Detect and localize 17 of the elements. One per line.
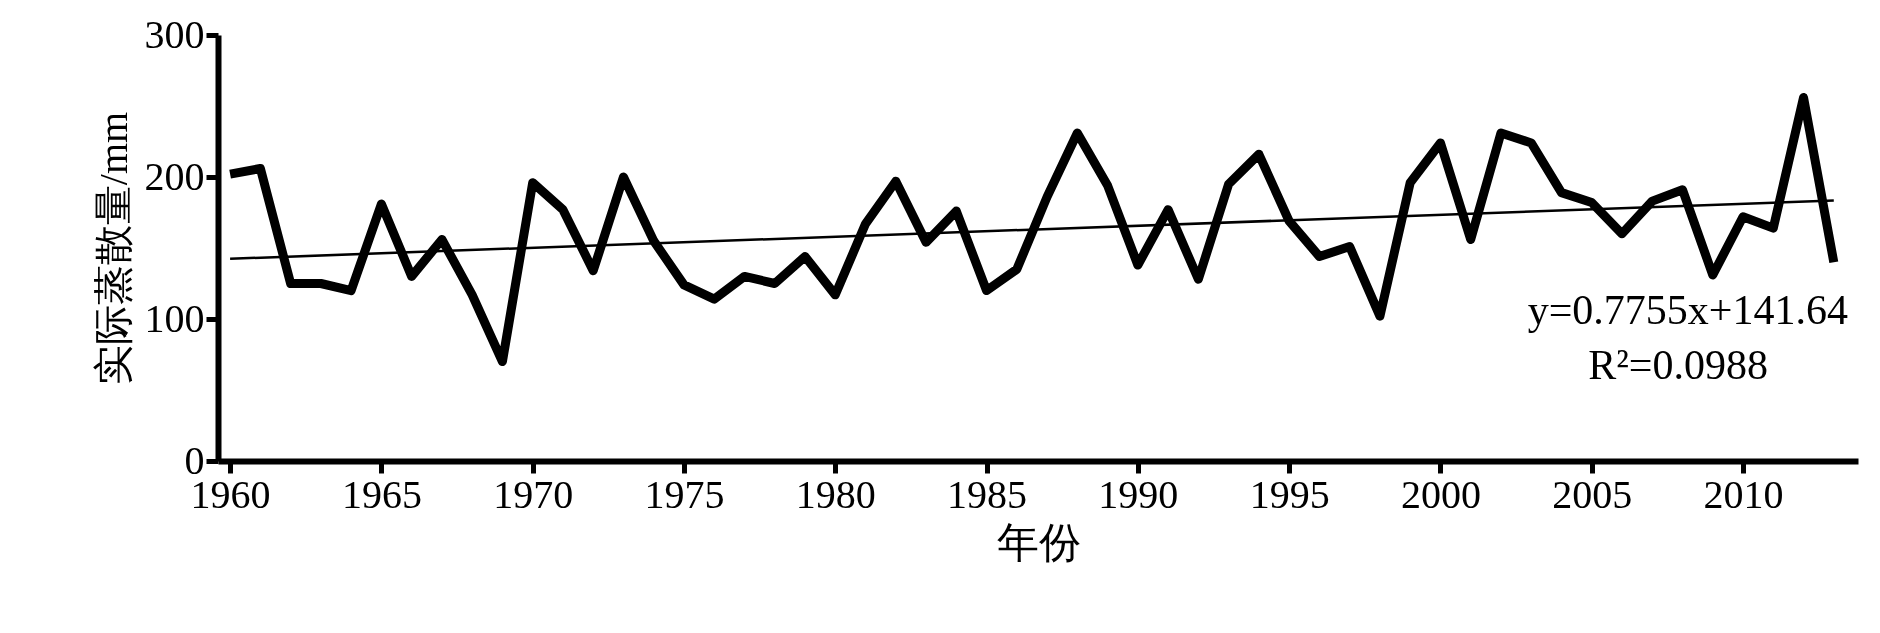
y-tick-label: 100 [144, 295, 205, 341]
y-axis-title: 实际蒸散量/mm [90, 111, 136, 386]
x-tick-label: 2000 [1400, 471, 1481, 517]
x-tick-label: 2005 [1552, 471, 1633, 517]
x-tick-label: 1995 [1249, 471, 1330, 517]
annotation: y=0.7755x+141.64 [1527, 287, 1848, 333]
annotation: R²=0.0988 [1588, 342, 1768, 388]
x-tick-label: 2010 [1703, 471, 1784, 517]
x-axis-title: 年份 [996, 519, 1081, 566]
x-tick-label: 1985 [947, 471, 1028, 517]
x-tick-label: 1970 [493, 471, 574, 517]
x-tick-label: 1975 [644, 471, 725, 517]
x-tick-label: 1990 [1098, 471, 1179, 517]
x-tick-label: 1965 [341, 471, 422, 517]
y-tick-label: 200 [144, 153, 205, 199]
y-tick-label: 300 [144, 11, 205, 57]
x-tick-label: 1980 [795, 471, 876, 517]
